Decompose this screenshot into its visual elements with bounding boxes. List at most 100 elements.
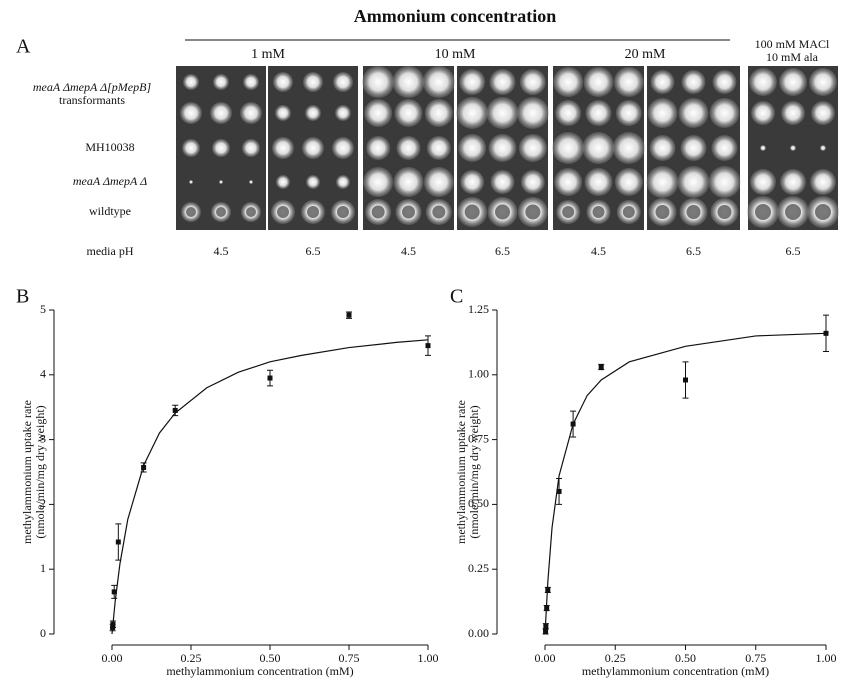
colony [183,74,199,90]
y-axis-label: methylammonium uptake rate [20,400,34,544]
x-tick-label: 0.00 [102,651,123,665]
colony [612,132,645,164]
x-tick-label: 0.75 [745,651,766,665]
colony [820,145,826,151]
y-tick-label: 0 [40,626,46,640]
colony [554,168,583,196]
colony [781,101,805,125]
colony [681,70,706,94]
data-point [267,375,273,381]
colony [213,74,229,90]
colony-center [246,207,256,217]
data-point [683,377,688,383]
data-point [110,621,116,627]
colony [614,168,643,196]
colony [516,97,549,129]
colony-center [464,204,480,220]
colony [555,100,582,126]
colony [647,98,678,128]
colony [809,68,837,96]
colony-center [216,207,226,217]
colony [680,135,707,161]
colony-center [495,204,510,220]
colony [585,100,612,126]
colony [486,97,519,129]
colony [426,136,451,160]
colony [811,101,835,125]
y-tick-label: 4 [40,367,46,381]
colony [708,166,741,198]
data-point [425,343,431,349]
colony [362,66,395,98]
colony [615,100,642,126]
ph-value: 6.5 [686,244,701,258]
colony [240,102,262,124]
data-point [111,589,117,595]
colony-center [815,204,831,220]
colony [488,134,517,162]
colony [760,145,766,151]
colony [584,168,613,196]
colony-center [402,205,415,219]
colony-center [562,206,575,218]
colony [366,136,391,160]
colony [678,98,709,128]
colony [780,169,806,195]
x-axis-label: methylammonium concentration (mM) [166,664,353,678]
group-label: 20 mM [625,47,666,62]
fit-curve [111,339,429,635]
colony [750,169,776,195]
x-axis-label: methylammonium concentration (mM) [582,664,769,678]
colony-center [622,206,635,218]
data-point [115,539,121,545]
row-label: meaA ΔmepA Δ[pMepB] [33,80,152,94]
y-axis-label: (nmole/min/mg dry weight) [467,405,481,538]
colony [709,98,740,128]
colony [677,166,710,198]
group-label: 10 mM ala [766,50,819,64]
colony [582,132,615,164]
colony [333,72,353,92]
colony [189,180,193,184]
ph-value: 4.5 [591,244,606,258]
colony-center [337,206,349,218]
colony [519,69,546,95]
data-point [172,407,178,413]
x-tick-label: 0.00 [535,651,556,665]
x-tick-label: 0.25 [181,651,202,665]
panel-label: A [16,36,31,58]
row-label: transformants [59,93,125,107]
colony [583,67,614,97]
colony [275,105,291,121]
colony [336,175,350,189]
colony [424,99,453,127]
x-tick-label: 0.25 [605,651,626,665]
colony [210,102,232,124]
colony [273,72,293,92]
ph-value: 6.5 [495,244,510,258]
colony [423,167,454,197]
plate-photos [176,66,839,230]
colony [650,70,675,94]
ph-value: 4.5 [214,244,229,258]
colony [751,101,775,125]
colony [489,69,516,95]
colony [553,67,584,97]
colony [363,167,394,197]
colony [456,97,489,129]
group-label: 10 mM [435,47,476,62]
row-label: MH10038 [85,140,134,154]
colony [712,70,737,94]
colony-center [371,205,385,219]
data-point [823,330,829,336]
y-tick-label: 1 [40,561,46,575]
group-label: 1 mM [251,47,285,62]
colony-center [186,207,196,217]
colony [396,136,421,160]
colony [459,69,486,95]
ph-label: media pH [87,244,134,258]
colony [335,105,351,121]
colony [302,137,324,159]
y-axis-label: methylammonium uptake rate [454,400,468,544]
